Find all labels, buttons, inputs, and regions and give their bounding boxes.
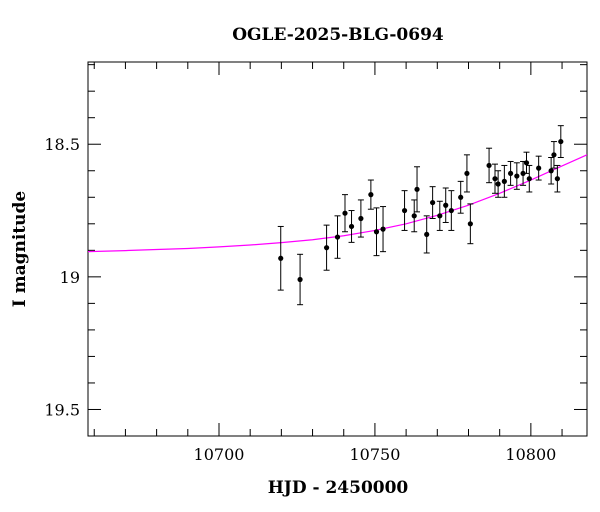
data-point [278, 255, 284, 261]
data-point [458, 194, 464, 200]
data-point [411, 213, 417, 219]
y-tick-label: 19 [60, 268, 80, 287]
data-point [424, 231, 430, 238]
data-points [277, 125, 564, 306]
data-point [536, 165, 542, 171]
y-tick-label: 18.5 [44, 135, 80, 154]
data-point [348, 223, 355, 230]
data-point [414, 186, 420, 192]
data-point [401, 207, 408, 214]
data-point [373, 229, 380, 235]
data-point [486, 162, 492, 169]
data-point [334, 234, 341, 240]
data-point [495, 181, 501, 187]
y-tick-labels: 18.5 19 19.5 [44, 135, 80, 419]
data-point [514, 173, 520, 179]
data-point [501, 178, 507, 184]
x-tick-label: 10700 [194, 445, 245, 464]
data-point [323, 245, 330, 251]
data-point [342, 210, 348, 216]
data-point [554, 176, 560, 182]
data-point [430, 199, 436, 206]
data-point [437, 213, 443, 219]
data-point [443, 202, 449, 208]
data-point [523, 160, 530, 166]
model-curve [88, 154, 587, 253]
data-point [464, 170, 470, 177]
data-point [520, 170, 526, 177]
data-point [558, 138, 564, 145]
x-axis-label: HJD - 2450000 [268, 478, 409, 498]
x-tick-label: 10750 [349, 445, 400, 464]
x-tick-labels: 10700 10750 10800 [194, 445, 557, 464]
data-point [507, 170, 514, 177]
data-point [526, 176, 532, 182]
data-point [368, 192, 374, 198]
chart-title: OGLE-2025-BLG-0694 [232, 25, 444, 45]
y-tick-label: 19.5 [44, 400, 80, 419]
plot-frame [87, 61, 588, 437]
y-axis-label: I magnitude [10, 191, 30, 308]
data-point [448, 207, 454, 214]
data-point [551, 152, 557, 158]
data-point [467, 221, 473, 227]
data-point [548, 168, 554, 174]
data-point [297, 276, 303, 283]
data-point [492, 176, 498, 182]
axis-ticks [88, 62, 587, 437]
x-tick-label: 10800 [505, 445, 556, 464]
data-point [358, 215, 364, 222]
data-point [380, 226, 386, 232]
